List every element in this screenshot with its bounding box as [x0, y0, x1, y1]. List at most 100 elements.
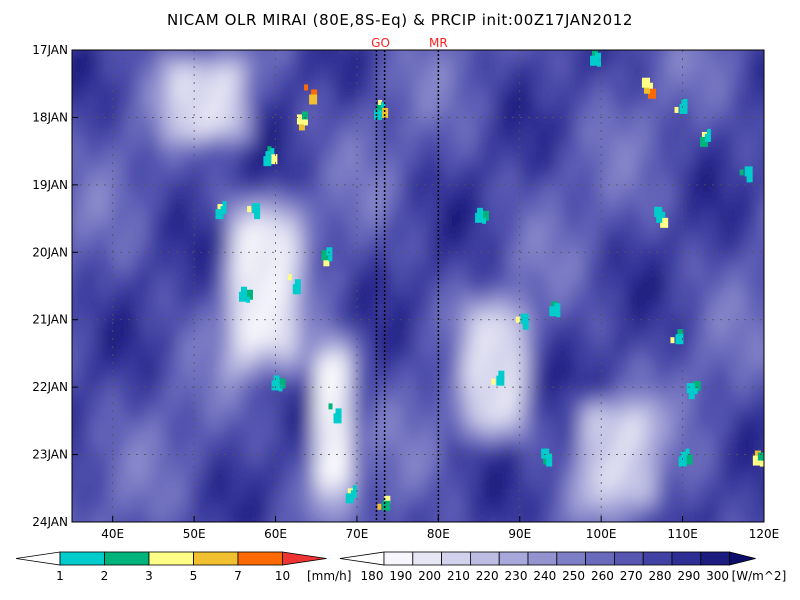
olr-cell — [405, 122, 415, 131]
olr-cell — [630, 370, 640, 379]
olr-cell — [567, 138, 577, 147]
olr-cell — [432, 290, 442, 299]
olr-cell — [756, 354, 764, 363]
olr-cell — [225, 194, 235, 203]
olr-cell — [144, 506, 154, 515]
olr-cell — [585, 130, 595, 139]
olr-cell — [72, 506, 82, 515]
olr-cell — [441, 322, 451, 331]
olr-cell — [630, 506, 640, 515]
olr-cell — [666, 154, 676, 163]
olr-cell — [450, 418, 460, 427]
olr-cell — [72, 138, 82, 147]
olr-cell — [297, 130, 307, 139]
olr-cell — [342, 306, 352, 315]
olr-cell — [252, 234, 262, 243]
olr-cell — [585, 170, 595, 179]
olr-cell — [108, 442, 118, 451]
olr-cell — [549, 426, 559, 435]
olr-cell — [558, 354, 568, 363]
precip-cell — [311, 89, 318, 98]
olr-cell — [171, 210, 181, 219]
olr-cell — [720, 178, 730, 187]
olr-cell — [315, 474, 325, 483]
olr-cell — [513, 394, 523, 403]
olr-cell — [117, 474, 127, 483]
olr-cell — [234, 242, 244, 251]
olr-cell — [540, 442, 550, 451]
olr-cell — [360, 466, 370, 475]
olr-cell — [630, 522, 640, 531]
olr-cell — [486, 522, 496, 531]
olr-cell — [576, 226, 586, 235]
olr-cell — [432, 250, 442, 259]
olr-cell — [657, 178, 667, 187]
olr-cell — [225, 130, 235, 139]
olr-cell — [261, 98, 271, 107]
olr-cell — [630, 266, 640, 275]
olr-cell — [180, 98, 190, 107]
olr-cell — [765, 466, 775, 475]
olr-cell — [297, 362, 307, 371]
olr-cell — [567, 362, 577, 371]
olr-cell — [234, 58, 244, 67]
olr-cell — [432, 58, 442, 67]
olr-cell — [711, 82, 721, 91]
olr-cell — [162, 58, 172, 67]
olr-cell — [675, 474, 685, 483]
olr-cell — [378, 426, 388, 435]
olr-cell — [108, 338, 118, 347]
precip-cell — [641, 77, 650, 88]
olr-cell — [81, 162, 91, 171]
olr-cell — [747, 194, 757, 203]
olr-cell — [432, 234, 442, 243]
olr-cell — [720, 330, 730, 339]
olr-cell — [612, 90, 622, 99]
olr-cell — [576, 506, 586, 515]
olr-cell — [207, 154, 217, 163]
olr-cell — [657, 474, 667, 483]
olr-cell — [756, 418, 764, 427]
olr-cell — [522, 418, 532, 427]
olr-cell — [693, 98, 703, 107]
olr-cell — [90, 114, 100, 123]
olr-cell — [108, 90, 118, 99]
olr-cell — [621, 202, 631, 211]
olr-cell — [657, 338, 667, 347]
olr-cell — [297, 346, 307, 355]
olr-cell — [72, 274, 82, 283]
olr-cell — [117, 250, 127, 259]
olr-cell — [495, 474, 505, 483]
olr-cell — [549, 498, 559, 507]
olr-cell — [108, 170, 118, 179]
olr-cell — [540, 242, 550, 251]
olr-cell — [396, 346, 406, 355]
olr-cell — [216, 522, 226, 531]
olr-cell — [198, 474, 208, 483]
olr-cell — [648, 290, 658, 299]
olr-cell — [504, 258, 514, 267]
olr-cell — [126, 242, 136, 251]
olr-cell — [351, 178, 361, 187]
olr-cell — [252, 242, 262, 251]
olr-cell — [360, 98, 370, 107]
olr-cell — [702, 290, 712, 299]
olr-cell — [243, 306, 253, 315]
olr-cell — [216, 498, 226, 507]
olr-cell — [756, 314, 764, 323]
olr-cell — [288, 106, 298, 115]
olr-cell — [144, 162, 154, 171]
olr-cell — [477, 194, 487, 203]
olr-cell — [153, 266, 163, 275]
olr-cell — [396, 314, 406, 323]
olr-cell — [684, 290, 694, 299]
olr-cell — [468, 394, 478, 403]
olr-cell — [234, 202, 244, 211]
olr-cell — [567, 434, 577, 443]
olr-cell — [513, 466, 523, 475]
olr-cell — [549, 66, 559, 75]
precip-cell — [660, 217, 669, 228]
olr-cell — [126, 250, 136, 259]
olr-cell — [459, 474, 469, 483]
olr-cell — [666, 114, 676, 123]
